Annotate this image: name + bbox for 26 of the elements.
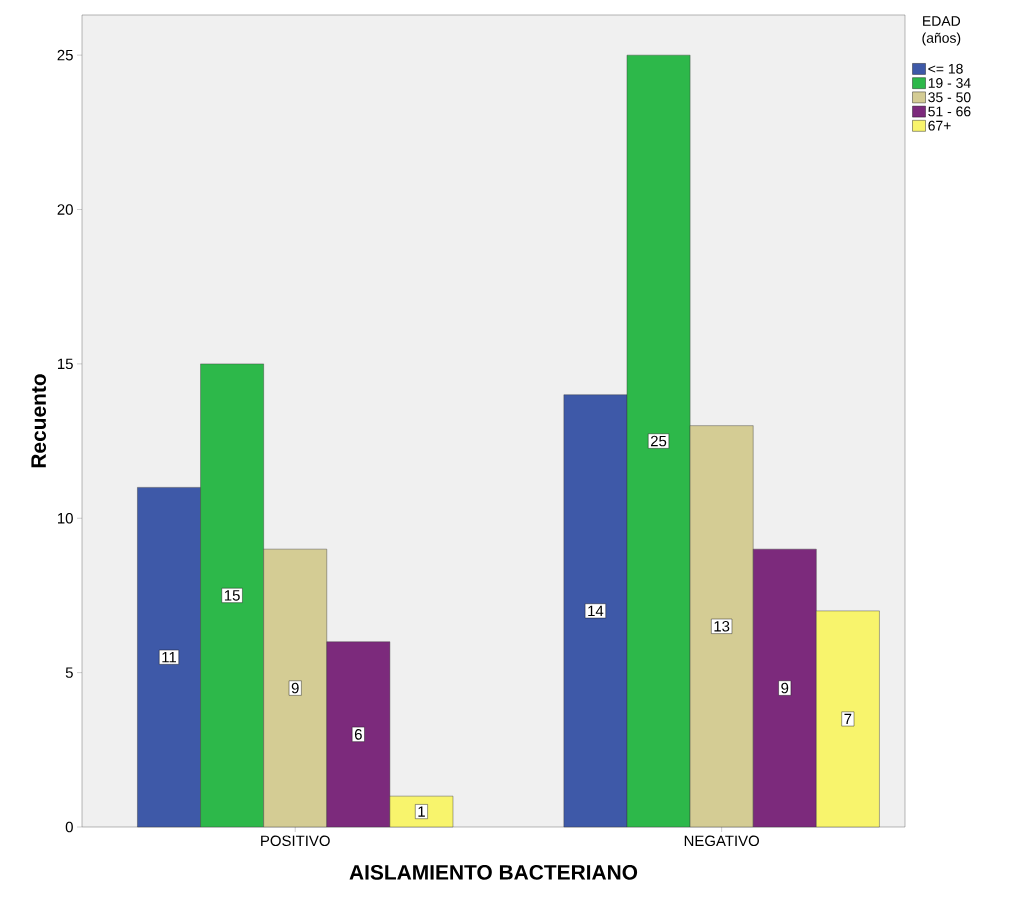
data-label: 15	[224, 590, 240, 601]
legend-title: EDAD (años)	[922, 16, 961, 46]
x-axis-title: AISLAMIENTO BACTERIANO	[349, 864, 638, 880]
y-axis-title: Recuento	[31, 374, 47, 468]
y-tick-label: 20	[57, 204, 73, 215]
data-label: 7	[844, 713, 852, 725]
legend-label: 67+	[928, 120, 951, 131]
data-label: 14	[588, 605, 604, 617]
data-label: 6	[354, 729, 362, 740]
legend-label: 51 - 66	[928, 106, 971, 117]
x-tick-label: NEGATIVO	[684, 835, 759, 847]
data-label: 11	[162, 652, 177, 663]
y-tick-label: 0	[65, 821, 73, 833]
x-tick-label: POSITIVO	[261, 835, 330, 847]
y-tick-label: 5	[65, 667, 73, 678]
y-tick-label: 10	[58, 512, 73, 524]
legend-label: 19 - 34	[928, 78, 971, 88]
data-label: 1	[418, 806, 425, 817]
data-label: 9	[781, 682, 789, 694]
legend-label: <= 18	[928, 63, 963, 74]
y-tick-label: 15	[58, 358, 73, 370]
legend-label: 35 - 50	[928, 92, 971, 103]
y-tick-label: 25	[57, 49, 73, 61]
data-label: 9	[291, 682, 299, 694]
data-label: 13	[714, 621, 730, 632]
data-label: 25	[650, 435, 667, 447]
